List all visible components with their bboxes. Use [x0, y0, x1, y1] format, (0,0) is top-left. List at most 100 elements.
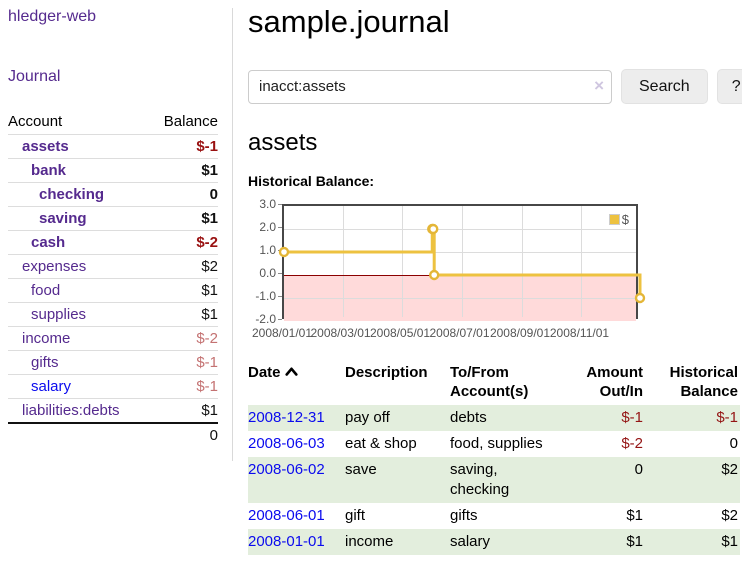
- chart-title: Historical Balance:: [248, 173, 375, 189]
- register-col-date[interactable]: Date: [248, 361, 345, 405]
- sidebar-item-journal[interactable]: Journal: [8, 68, 61, 85]
- account-balance: 0: [140, 181, 218, 206]
- account-balance: $1: [140, 157, 218, 182]
- account-row: food $1: [8, 277, 218, 302]
- transaction-amount: $1: [626, 507, 643, 524]
- account-link-food[interactable]: food: [31, 281, 61, 299]
- clear-search-icon[interactable]: ×: [594, 75, 604, 95]
- register-header-row: Date Description To/From Account(s) Amou…: [248, 361, 740, 405]
- data-point-marker: [428, 223, 439, 235]
- x-tick-label: 2008/03/01: [310, 326, 371, 340]
- chart-plot[interactable]: $: [278, 204, 646, 321]
- legend-label: $: [621, 212, 629, 227]
- account-balance: $-2: [140, 325, 218, 350]
- register-col-accounts: To/From Account(s): [450, 364, 529, 400]
- transaction-description: gift: [345, 507, 366, 524]
- account-row: bank $1: [8, 157, 218, 182]
- account-link-salary[interactable]: salary: [31, 377, 72, 395]
- main-content: sample.journal × Search ? assets Histori…: [233, 0, 742, 555]
- transaction-amount: 0: [634, 461, 643, 478]
- transaction-amount: $-2: [621, 435, 643, 452]
- transaction-date-link[interactable]: 2008-06-03: [248, 435, 325, 452]
- accounts-col-balance: Balance: [163, 113, 218, 131]
- account-row: cash $-2: [8, 229, 218, 254]
- account-link-supplies[interactable]: supplies: [31, 305, 87, 323]
- search-bar: × Search ?: [248, 69, 742, 104]
- transaction-accounts: salary: [450, 533, 491, 550]
- y-tick-label: 2.0: [259, 220, 276, 234]
- account-link-assets[interactable]: assets: [22, 137, 69, 155]
- transaction-date-link[interactable]: 2008-12-31: [248, 409, 325, 426]
- transaction-description: save: [345, 461, 377, 478]
- accounts-col-account: Account: [8, 113, 63, 131]
- register-row: 2008-01-01 income salary $1 $1: [248, 529, 740, 555]
- app-layout: hledger-web Journal Account Balance asse…: [0, 0, 742, 555]
- account-link-checking[interactable]: checking: [39, 185, 105, 203]
- account-link-gifts[interactable]: gifts: [31, 353, 59, 371]
- page-title: sample.journal: [248, 4, 450, 39]
- account-link-saving[interactable]: saving: [39, 209, 87, 227]
- accounts-total-value: 0: [140, 421, 218, 447]
- y-tick-label: 3.0: [259, 197, 276, 211]
- register-col-description: Description: [345, 364, 428, 381]
- x-tick-label: 2008/01/01: [251, 326, 313, 340]
- account-link-income[interactable]: income: [22, 329, 71, 347]
- x-tick-label: 2008/05/01: [369, 326, 431, 340]
- transaction-balance: $2: [721, 507, 738, 524]
- register-row: 2008-06-01 gift gifts $1 $2: [248, 503, 740, 529]
- transaction-amount: $1: [626, 533, 643, 550]
- transaction-date-link[interactable]: 2008-06-01: [248, 507, 325, 524]
- account-row: salary $-1: [8, 373, 218, 398]
- x-tick-label: 2008/07/01: [429, 326, 490, 340]
- transaction-accounts: gifts: [450, 507, 478, 524]
- account-link-liabilities-debts[interactable]: liabilities:debts: [22, 401, 120, 419]
- y-tick-label: -1.0: [255, 289, 276, 303]
- accounts-header-row: Account Balance: [8, 110, 218, 134]
- account-row: expenses $2: [8, 253, 218, 278]
- register-col-balance: Historical Balance: [669, 364, 738, 400]
- balance-line: [278, 223, 646, 304]
- transaction-balance: 0: [729, 435, 738, 452]
- balance-chart: $ 3.0 2.0 1.0 0.0 -1.0 -2.0 2008/01/01 2008/03…: [248, 197, 738, 344]
- transaction-accounts: debts: [450, 409, 487, 426]
- account-balance: $-1: [140, 133, 218, 158]
- transaction-balance: $2: [721, 461, 738, 478]
- register-col-amount: Amount Out/In: [586, 364, 643, 400]
- transaction-description: pay off: [345, 409, 390, 426]
- register-table: Date Description To/From Account(s) Amou…: [248, 361, 740, 555]
- account-balance: $-1: [140, 349, 218, 374]
- account-link-expenses[interactable]: expenses: [22, 257, 87, 275]
- brand-link[interactable]: hledger-web: [8, 8, 97, 25]
- transaction-date-link[interactable]: 2008-01-01: [248, 533, 325, 550]
- legend-swatch-icon: [608, 214, 620, 225]
- account-row: assets $-1: [8, 133, 218, 158]
- y-tick-label: -2.0: [255, 312, 276, 326]
- search-button[interactable]: Search: [621, 69, 708, 104]
- account-balance: $2: [140, 253, 218, 278]
- transaction-balance: $-1: [716, 409, 738, 426]
- transaction-description: income: [345, 533, 394, 550]
- account-balance: $1: [140, 301, 218, 326]
- transaction-date-link[interactable]: 2008-06-02: [248, 461, 325, 478]
- data-point-marker: [634, 292, 646, 304]
- accounts-total-row: 0: [8, 421, 218, 447]
- sidebar: hledger-web Journal Account Balance asse…: [0, 0, 233, 461]
- search-box: ×: [248, 69, 612, 104]
- x-tick-label: 2008/09/01: [489, 326, 550, 340]
- register-row: 2008-06-03 eat & shop food, supplies $-2…: [248, 431, 740, 457]
- help-button[interactable]: ?: [716, 69, 742, 104]
- account-link-bank[interactable]: bank: [31, 161, 67, 179]
- account-link-cash[interactable]: cash: [31, 233, 66, 251]
- chart-legend: $: [606, 211, 631, 228]
- sort-ascending-icon: [285, 367, 298, 376]
- x-tick-label: 2008/11/01: [549, 326, 610, 340]
- account-row: income $-2: [8, 325, 218, 350]
- register-row: 2008-06-02 save saving, checking 0 $2: [248, 457, 740, 503]
- account-balance: $1: [140, 397, 218, 423]
- account-balance: $1: [140, 277, 218, 302]
- data-point-marker: [429, 269, 440, 281]
- search-input[interactable]: [248, 69, 612, 104]
- account-row: gifts $-1: [8, 349, 218, 374]
- transaction-balance: $1: [721, 533, 738, 550]
- sidebar-content: hledger-web Journal Account Balance asse…: [8, 8, 233, 461]
